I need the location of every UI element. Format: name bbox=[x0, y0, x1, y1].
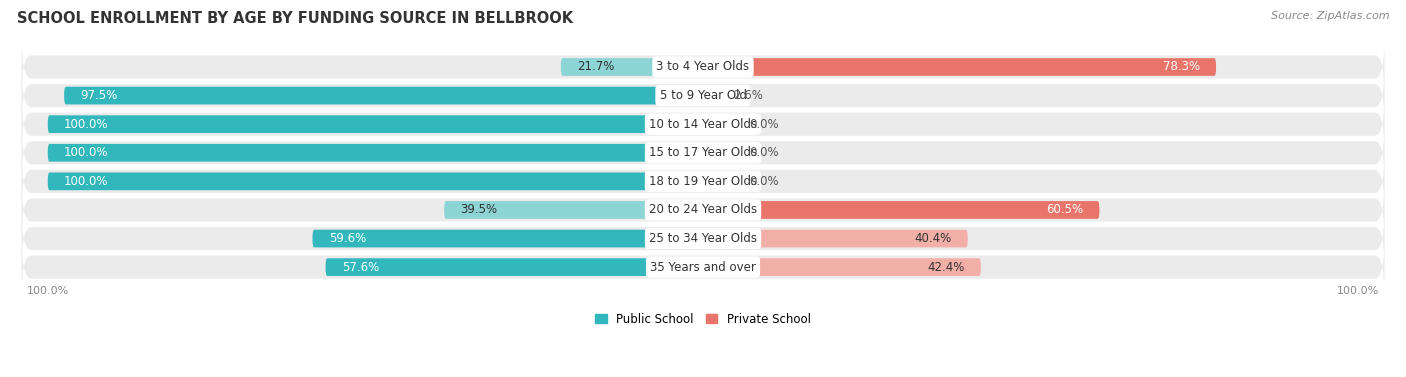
Text: 3 to 4 Year Olds: 3 to 4 Year Olds bbox=[657, 60, 749, 74]
Text: 78.3%: 78.3% bbox=[1163, 60, 1199, 74]
Text: 42.4%: 42.4% bbox=[927, 261, 965, 274]
Text: 39.5%: 39.5% bbox=[461, 204, 498, 216]
Text: 59.6%: 59.6% bbox=[329, 232, 366, 245]
Text: 35 Years and over: 35 Years and over bbox=[650, 261, 756, 274]
Text: 100.0%: 100.0% bbox=[65, 118, 108, 131]
FancyBboxPatch shape bbox=[21, 36, 1385, 98]
FancyBboxPatch shape bbox=[48, 144, 703, 162]
FancyBboxPatch shape bbox=[703, 201, 1099, 219]
FancyBboxPatch shape bbox=[703, 173, 735, 190]
Text: 21.7%: 21.7% bbox=[578, 60, 614, 74]
Text: 57.6%: 57.6% bbox=[342, 261, 380, 274]
FancyBboxPatch shape bbox=[703, 115, 735, 133]
FancyBboxPatch shape bbox=[326, 258, 703, 276]
Text: 25 to 34 Year Olds: 25 to 34 Year Olds bbox=[650, 232, 756, 245]
FancyBboxPatch shape bbox=[21, 93, 1385, 155]
Text: SCHOOL ENROLLMENT BY AGE BY FUNDING SOURCE IN BELLBROOK: SCHOOL ENROLLMENT BY AGE BY FUNDING SOUR… bbox=[17, 11, 574, 26]
Text: 0.0%: 0.0% bbox=[749, 146, 779, 159]
Text: 60.5%: 60.5% bbox=[1046, 204, 1083, 216]
FancyBboxPatch shape bbox=[703, 58, 1216, 76]
Text: 40.4%: 40.4% bbox=[914, 232, 952, 245]
Text: 10 to 14 Year Olds: 10 to 14 Year Olds bbox=[650, 118, 756, 131]
Text: 100.0%: 100.0% bbox=[65, 146, 108, 159]
FancyBboxPatch shape bbox=[21, 207, 1385, 270]
FancyBboxPatch shape bbox=[312, 230, 703, 247]
FancyBboxPatch shape bbox=[561, 58, 703, 76]
Text: 20 to 24 Year Olds: 20 to 24 Year Olds bbox=[650, 204, 756, 216]
FancyBboxPatch shape bbox=[703, 87, 720, 104]
Text: 2.6%: 2.6% bbox=[733, 89, 763, 102]
Text: 0.0%: 0.0% bbox=[749, 175, 779, 188]
Legend: Public School, Private School: Public School, Private School bbox=[595, 313, 811, 326]
FancyBboxPatch shape bbox=[65, 87, 703, 104]
FancyBboxPatch shape bbox=[48, 173, 703, 190]
Text: 0.0%: 0.0% bbox=[749, 118, 779, 131]
FancyBboxPatch shape bbox=[703, 230, 967, 247]
FancyBboxPatch shape bbox=[48, 115, 703, 133]
Text: 100.0%: 100.0% bbox=[65, 175, 108, 188]
FancyBboxPatch shape bbox=[21, 236, 1385, 299]
Text: 5 to 9 Year Old: 5 to 9 Year Old bbox=[659, 89, 747, 102]
FancyBboxPatch shape bbox=[21, 150, 1385, 213]
Text: 15 to 17 Year Olds: 15 to 17 Year Olds bbox=[650, 146, 756, 159]
Text: 97.5%: 97.5% bbox=[80, 89, 118, 102]
Text: Source: ZipAtlas.com: Source: ZipAtlas.com bbox=[1271, 11, 1389, 21]
FancyBboxPatch shape bbox=[444, 201, 703, 219]
FancyBboxPatch shape bbox=[703, 258, 981, 276]
FancyBboxPatch shape bbox=[21, 179, 1385, 241]
FancyBboxPatch shape bbox=[21, 121, 1385, 184]
Text: 18 to 19 Year Olds: 18 to 19 Year Olds bbox=[650, 175, 756, 188]
FancyBboxPatch shape bbox=[21, 64, 1385, 127]
FancyBboxPatch shape bbox=[703, 144, 735, 162]
